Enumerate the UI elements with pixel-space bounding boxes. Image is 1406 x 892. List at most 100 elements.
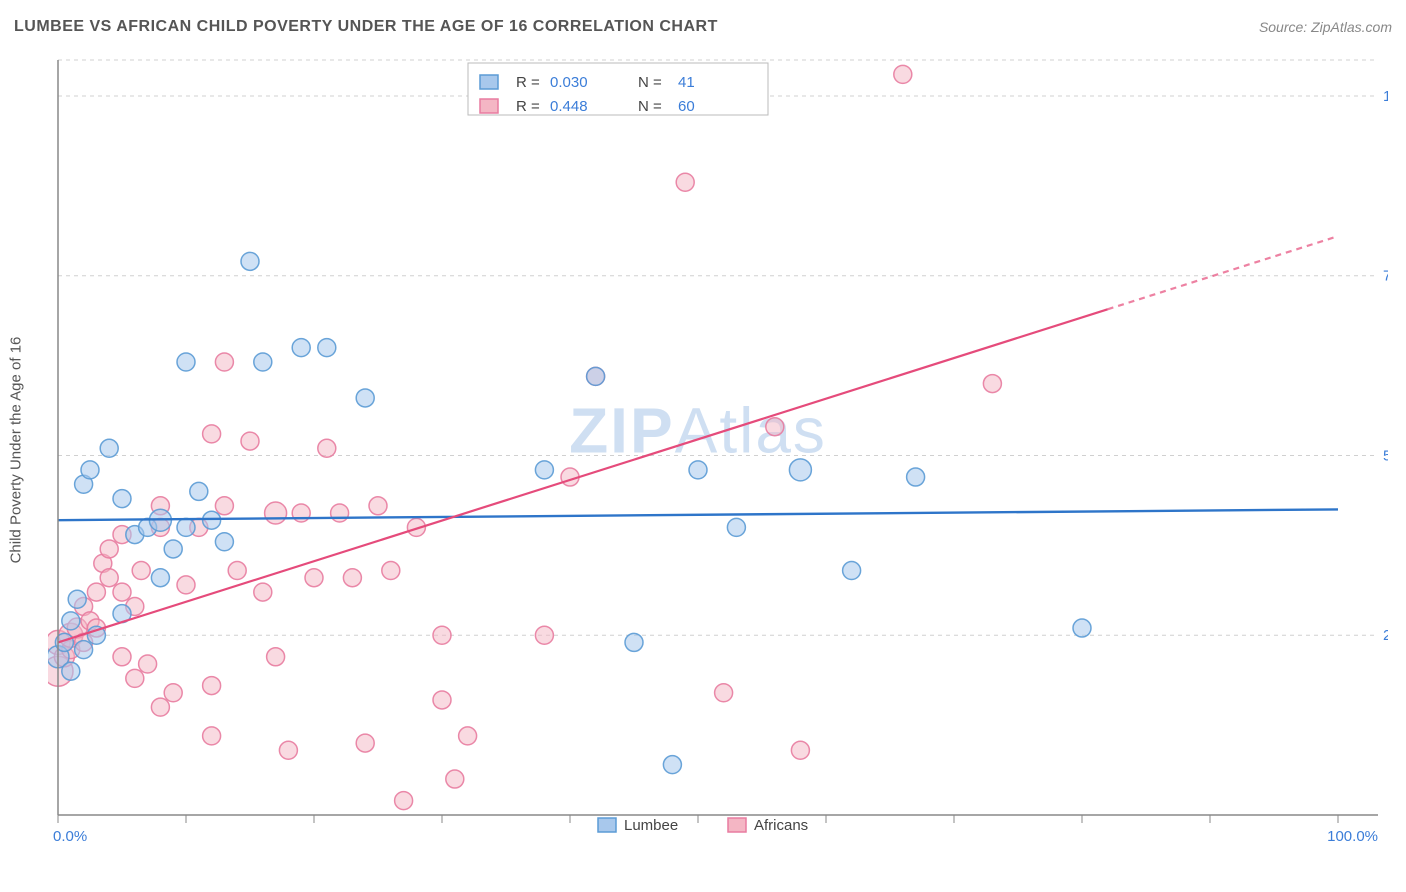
data-point: [177, 353, 195, 371]
data-point: [356, 389, 374, 407]
data-point: [177, 518, 195, 536]
svg-text:N =: N =: [638, 74, 662, 91]
data-point: [1073, 619, 1091, 637]
data-point: [318, 439, 336, 457]
data-point: [164, 540, 182, 558]
data-point: [318, 339, 336, 357]
data-point: [446, 770, 464, 788]
data-point: [292, 339, 310, 357]
data-point: [113, 490, 131, 508]
data-point: [164, 684, 182, 702]
data-point: [203, 425, 221, 443]
data-point: [279, 741, 297, 759]
data-point: [907, 468, 925, 486]
svg-text:N =: N =: [638, 98, 662, 115]
data-point: [62, 612, 80, 630]
data-point: [535, 626, 553, 644]
svg-text:41: 41: [678, 74, 695, 91]
data-point: [215, 353, 233, 371]
data-point: [254, 353, 272, 371]
data-point: [766, 418, 784, 436]
chart-source: Source: ZipAtlas.com: [1259, 19, 1392, 35]
data-point: [791, 741, 809, 759]
scatter-chart: ZIPAtlas 0.0% 100.0% 25.0% 50.0% 75.0% 100.0% R…: [48, 55, 1388, 845]
data-point: [433, 626, 451, 644]
data-point: [215, 497, 233, 515]
data-point: [151, 569, 169, 587]
data-point: [369, 497, 387, 515]
data-point: [356, 734, 374, 752]
svg-text:0.0%: 0.0%: [53, 828, 87, 845]
data-point: [81, 461, 99, 479]
data-point: [343, 569, 361, 587]
data-point: [587, 367, 605, 385]
legend-swatch: [728, 818, 746, 832]
data-point: [265, 502, 287, 524]
chart-title: LUMBEE VS AFRICAN CHILD POVERTY UNDER TH…: [14, 18, 718, 36]
legend-box: [468, 63, 768, 115]
data-point: [689, 461, 707, 479]
data-point: [395, 792, 413, 810]
trend-line-dashed: [1108, 236, 1338, 309]
data-point: [62, 662, 80, 680]
data-point: [254, 583, 272, 601]
legend-swatch: [598, 818, 616, 832]
data-point: [331, 504, 349, 522]
svg-text:0.030: 0.030: [550, 74, 588, 91]
data-point: [113, 583, 131, 601]
svg-text:75.0%: 75.0%: [1383, 268, 1388, 285]
data-point: [100, 569, 118, 587]
data-point: [433, 691, 451, 709]
data-point: [126, 669, 144, 687]
data-point: [267, 648, 285, 666]
data-point: [305, 569, 323, 587]
data-point: [241, 432, 259, 450]
data-point: [100, 540, 118, 558]
svg-text:100.0%: 100.0%: [1383, 88, 1388, 105]
legend-label: Lumbee: [624, 817, 678, 834]
data-point: [68, 590, 86, 608]
data-point: [87, 583, 105, 601]
data-point: [727, 518, 745, 536]
data-point: [625, 633, 643, 651]
data-point: [177, 576, 195, 594]
svg-text:ZIPAtlas: ZIPAtlas: [569, 395, 827, 467]
data-point: [676, 173, 694, 191]
svg-text:100.0%: 100.0%: [1327, 828, 1378, 845]
data-point: [894, 65, 912, 83]
data-point: [75, 641, 93, 659]
data-point: [113, 648, 131, 666]
data-point: [535, 461, 553, 479]
data-point: [228, 562, 246, 580]
svg-text:R =: R =: [516, 74, 540, 91]
data-point: [382, 562, 400, 580]
data-point: [215, 533, 233, 551]
data-point: [241, 252, 259, 270]
data-point: [789, 459, 811, 481]
chart-header: LUMBEE VS AFRICAN CHILD POVERTY UNDER TH…: [14, 18, 1392, 36]
y-axis-label: Child Poverty Under the Age of 16: [8, 337, 25, 564]
data-point: [100, 439, 118, 457]
plot-area: Child Poverty Under the Age of 16 ZIPAtl…: [48, 55, 1388, 845]
data-point: [663, 756, 681, 774]
data-point: [151, 698, 169, 716]
legend-swatch: [480, 75, 498, 89]
data-point: [203, 511, 221, 529]
data-point: [843, 562, 861, 580]
data-point: [203, 677, 221, 695]
svg-text:R =: R =: [516, 98, 540, 115]
data-point: [190, 482, 208, 500]
trend-line: [58, 509, 1338, 520]
svg-text:0.448: 0.448: [550, 98, 588, 115]
svg-text:60: 60: [678, 98, 695, 115]
data-point: [459, 727, 477, 745]
svg-text:50.0%: 50.0%: [1383, 447, 1388, 464]
legend-label: Africans: [754, 817, 808, 834]
data-point: [139, 655, 157, 673]
data-point: [132, 562, 150, 580]
data-point: [203, 727, 221, 745]
data-point: [983, 375, 1001, 393]
legend-swatch: [480, 99, 498, 113]
data-point: [715, 684, 733, 702]
svg-text:25.0%: 25.0%: [1383, 627, 1388, 644]
